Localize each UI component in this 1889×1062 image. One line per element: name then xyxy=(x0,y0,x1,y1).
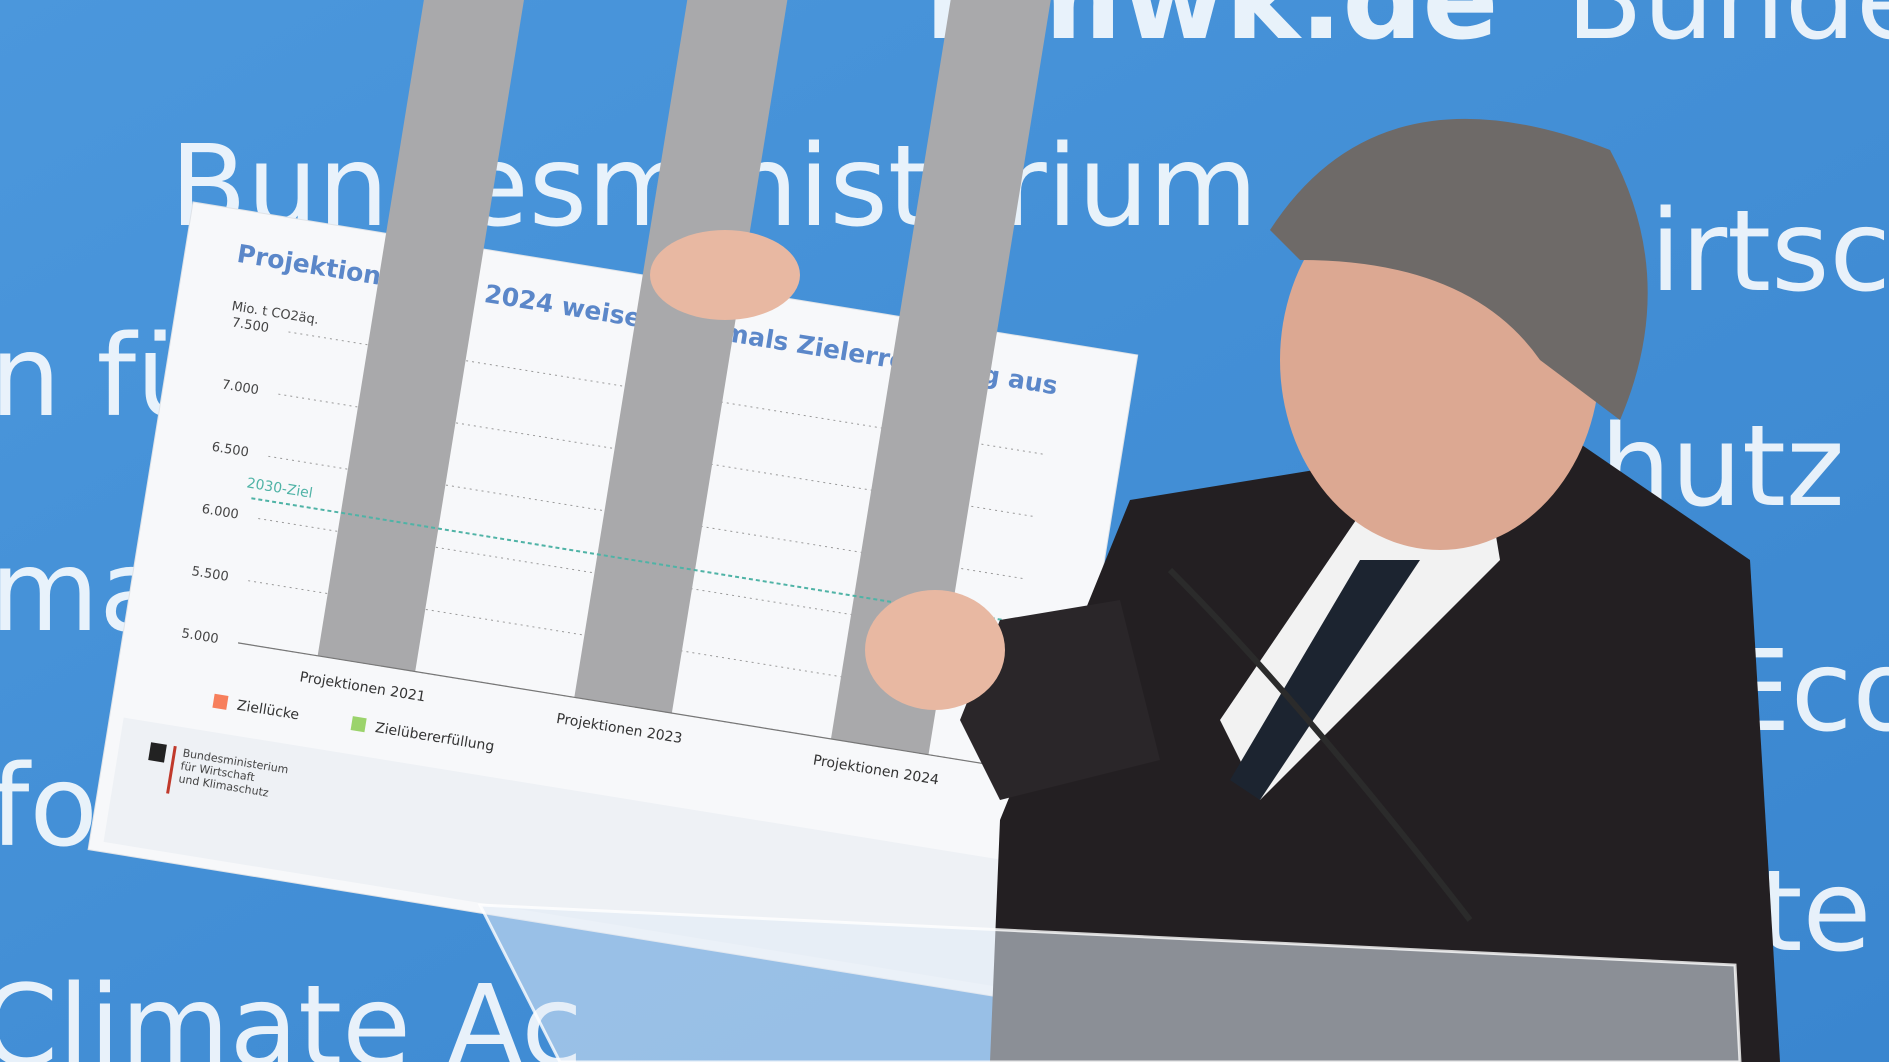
bar-segment xyxy=(317,0,541,672)
hand xyxy=(865,590,1005,710)
y-tick-label: 7.500 xyxy=(231,315,270,336)
y-tick-label: 7.000 xyxy=(221,378,260,399)
y-tick-label: 6.000 xyxy=(201,502,240,523)
legend-swatch xyxy=(212,693,229,710)
hand xyxy=(650,230,800,320)
backdrop-word: Bunde xyxy=(1566,0,1889,65)
backdrop-word: fo xyxy=(0,742,98,872)
target-line xyxy=(251,497,1002,621)
x-axis xyxy=(237,642,994,766)
y-tick-label: 5.500 xyxy=(190,564,229,585)
poster-board: Projektionsdaten 2024 weisen erstmals Zi… xyxy=(87,0,1139,1004)
backdrop-word: Climate Ac xyxy=(0,962,583,1062)
hair xyxy=(1270,118,1648,420)
logo-eagle xyxy=(148,742,167,763)
tie xyxy=(1230,560,1420,800)
bar-segment xyxy=(830,0,1052,755)
logo-flag xyxy=(166,745,177,794)
legend-swatch xyxy=(350,716,367,733)
y-tick-label: 5.000 xyxy=(180,626,219,647)
microphone xyxy=(1167,567,1473,922)
y-tick-label: 6.500 xyxy=(211,440,250,461)
speaker xyxy=(650,118,1780,1062)
lectern xyxy=(477,903,1742,1062)
bar-segment xyxy=(574,0,797,714)
arm xyxy=(960,600,1160,800)
backdrop-word: irtsc xyxy=(1650,187,1889,317)
